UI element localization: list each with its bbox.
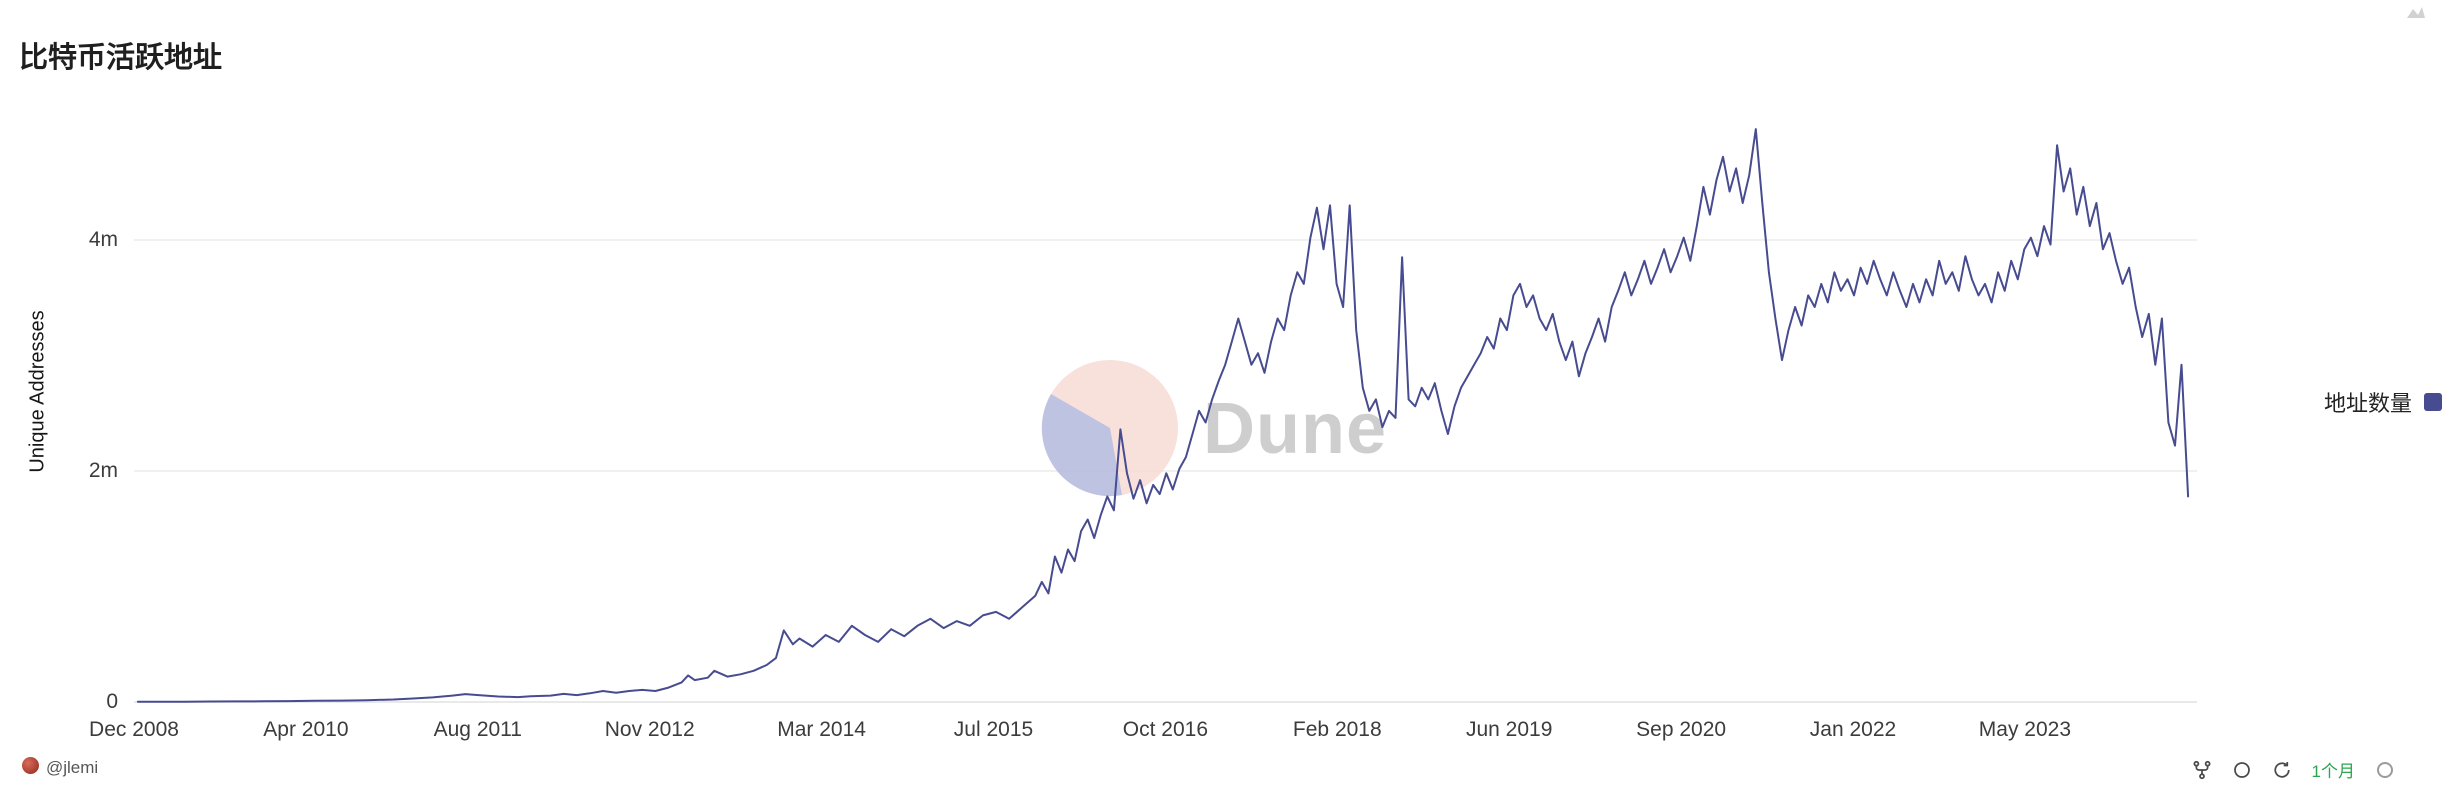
y-tick-label: 2m [88, 459, 118, 482]
x-tick-label: May 2023 [1978, 718, 2072, 741]
x-tick-label: Oct 2016 [1122, 718, 1209, 741]
footer-actions: 1个月 [2192, 757, 2395, 782]
x-tick-label: Jul 2015 [953, 718, 1034, 741]
fork-icon[interactable] [2192, 760, 2212, 780]
dune-watermark: Dune [1041, 360, 1387, 497]
x-tick-label: Dec 2008 [89, 718, 179, 741]
author-avatar[interactable] [22, 757, 39, 774]
refresh-age-label[interactable]: 1个月 [2311, 762, 2355, 781]
active-addresses-line [136, 128, 2190, 703]
y-tick-label: 0 [106, 690, 118, 713]
x-tick-label: Apr 2010 [263, 718, 349, 741]
x-tick-label: Jan 2022 [1809, 718, 1897, 741]
author-handle[interactable]: @jlemi [46, 758, 99, 777]
legend[interactable]: 地址数量 [2324, 386, 2442, 418]
legend-label: 地址数量 [2323, 391, 2412, 416]
timer-icon [2375, 760, 2395, 780]
x-tick-label: Nov 2012 [604, 718, 695, 741]
corner-decoration-icon [2406, 5, 2426, 25]
x-tick-label: Mar 2014 [777, 718, 866, 741]
x-tick-label: Aug 2011 [433, 718, 522, 741]
dune-watermark-text: Dune [1203, 389, 1387, 469]
legend-swatch [2424, 393, 2442, 411]
circle-icon[interactable] [2232, 760, 2252, 780]
x-tick-label: Feb 2018 [1292, 718, 1382, 741]
x-tick-label: Sep 2020 [1636, 718, 1727, 741]
y-tick-label: 4m [88, 228, 118, 251]
x-tick-label: Jun 2019 [1465, 718, 1553, 741]
x-axis: Dec 2008 Apr 2010 Aug 2011 Nov 2012 Mar 2014… [0, 716, 2450, 746]
dune-logo-slice [1041, 394, 1122, 497]
chart-title: 比特币活跃地址 [19, 42, 223, 74]
refresh-history-icon[interactable] [2272, 760, 2292, 780]
